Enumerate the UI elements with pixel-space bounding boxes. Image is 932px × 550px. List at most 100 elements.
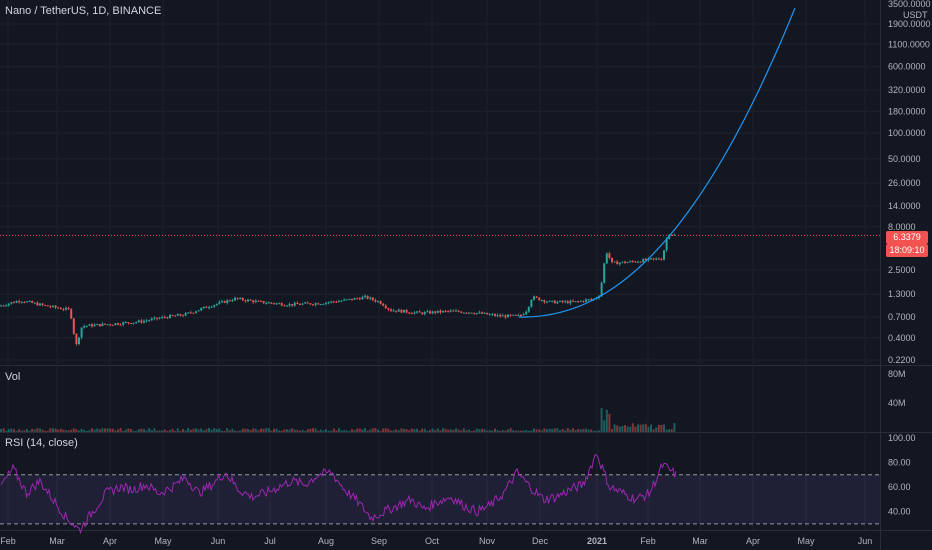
volume-bar: [244, 428, 247, 432]
volume-bar: [392, 430, 395, 432]
price-tick-label: 26.0000: [888, 178, 921, 188]
volume-bar: [481, 428, 483, 432]
candle-body: [262, 301, 265, 304]
volume-bar: [182, 428, 184, 432]
candle-body: [52, 305, 54, 307]
volume-bar: [462, 428, 465, 432]
candle-body: [46, 305, 49, 307]
candle-body: [395, 310, 398, 312]
candle-body: [548, 300, 551, 302]
volume-bar: [33, 429, 36, 432]
candle-body: [330, 301, 333, 303]
volume-bar: [111, 428, 114, 432]
volume-bar: [325, 429, 327, 432]
candle-body: [41, 303, 44, 305]
candle-body: [96, 323, 99, 325]
candle-body: [2, 305, 5, 307]
time-axis-label: Oct: [425, 536, 440, 546]
candle-body: [226, 300, 229, 303]
volume-bar: [104, 428, 106, 432]
volume-bar: [267, 428, 270, 432]
candle-body: [91, 324, 93, 327]
volume-bar: [314, 428, 317, 432]
candle-body: [265, 303, 268, 305]
price-tick-label: 1100.0000: [888, 39, 930, 49]
candle-body: [452, 310, 455, 312]
volume-bar: [496, 430, 499, 432]
volume-bar: [426, 430, 429, 432]
volume-series: [0, 407, 676, 432]
volume-bar: [218, 428, 221, 432]
volume-bar: [57, 429, 60, 432]
candle-body: [247, 299, 249, 302]
volume-bar: [356, 428, 359, 432]
volume-bar: [257, 430, 260, 432]
volume-bar: [39, 428, 41, 432]
price-tick-label: 2.5000: [888, 265, 916, 275]
volume-bar: [2, 428, 5, 432]
volume-bar: [202, 430, 205, 432]
volume-bar: [582, 428, 585, 432]
volume-bar: [351, 428, 353, 432]
candle-body: [286, 305, 288, 307]
candle-body: [228, 300, 231, 302]
candle-body: [0, 305, 2, 307]
candle-body: [611, 257, 613, 262]
price-tick-label: 1.3000: [888, 289, 916, 299]
candle-body: [590, 299, 593, 301]
volume-bar: [312, 428, 314, 432]
candle-body: [642, 259, 645, 263]
time-axis-label: Nov: [479, 536, 496, 546]
volume-bar: [135, 430, 138, 432]
volume-bar: [546, 429, 548, 432]
volume-bar: [403, 428, 405, 432]
time-axis-label: Mar: [692, 536, 708, 546]
volume-bar: [366, 430, 369, 432]
candle-body: [403, 309, 405, 313]
volume-bar: [499, 430, 502, 432]
volume-bar: [158, 430, 161, 432]
volume-bar: [117, 429, 119, 432]
volume-bar: [98, 429, 101, 432]
candle-body: [416, 311, 418, 313]
volume-bar: [512, 430, 515, 432]
candle-body: [462, 312, 465, 314]
candle-body: [429, 311, 431, 314]
volume-bar: [67, 430, 70, 432]
volume-bar: [520, 430, 522, 432]
candle-body: [148, 320, 151, 322]
volume-bar: [663, 424, 665, 432]
volume-bar: [626, 426, 629, 432]
volume-bar: [13, 429, 15, 432]
volume-bar: [442, 428, 444, 432]
candle-body: [413, 312, 416, 314]
volume-bar: [413, 429, 416, 432]
candle-body: [465, 312, 468, 314]
candle-body: [338, 301, 340, 303]
volume-bar: [166, 430, 169, 432]
candle-body: [314, 303, 317, 305]
volume-bar: [143, 429, 145, 432]
candle-body: [62, 309, 65, 311]
volume-bar: [423, 428, 426, 432]
price-tick-label: 180.0000: [888, 106, 926, 116]
volume-bar: [169, 429, 171, 432]
volume-bar: [192, 428, 195, 432]
volume-bar: [616, 425, 619, 432]
candle-body: [15, 301, 18, 303]
candle-body: [197, 310, 200, 312]
volume-bar: [618, 426, 621, 432]
candle-body: [299, 304, 301, 306]
currency-label: USDT: [903, 10, 928, 20]
candle-body: [18, 301, 21, 303]
time-axis-label: Feb: [0, 536, 16, 546]
volume-bar: [598, 430, 600, 432]
volume-bar: [439, 430, 442, 432]
volume-bar: [670, 429, 673, 432]
candle-body: [426, 311, 429, 313]
candle-body: [587, 299, 590, 301]
candle-body: [296, 302, 299, 305]
candle-body: [527, 306, 530, 312]
volume-bar: [273, 428, 275, 432]
